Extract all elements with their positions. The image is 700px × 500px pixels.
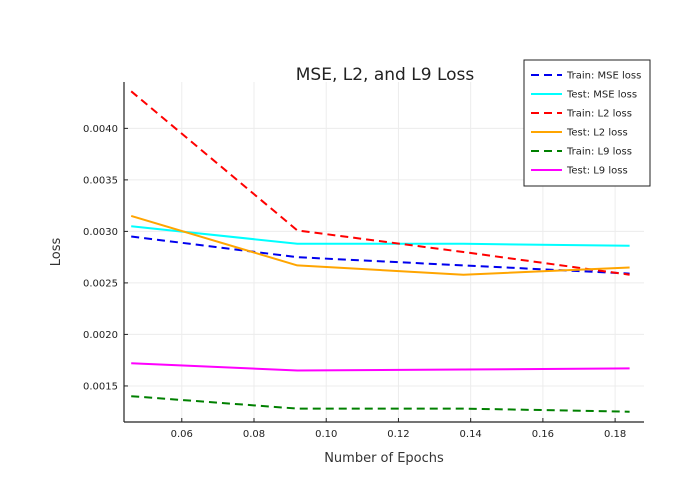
y-tick-label: 0.0020 <box>83 330 118 341</box>
series-line-2 <box>131 225 630 247</box>
legend-entry-label: Test: L2 loss <box>566 128 628 139</box>
y-tick-label: 0.0040 <box>83 124 118 135</box>
x-tick-label: 0.08 <box>243 429 265 440</box>
legend: Train: MSE loss Test: MSE loss Train: L2 l… <box>523 59 651 187</box>
y-tick-label: 0.0035 <box>83 175 118 186</box>
legend-entry-label: Train: MSE loss <box>566 71 641 82</box>
legend-entry-label: Test: MSE loss <box>566 90 637 101</box>
x-tick-label: 0.16 <box>532 429 554 440</box>
x-tick-label: 0.10 <box>315 429 337 440</box>
legend-box <box>523 59 651 187</box>
x-tick-label: 0.14 <box>460 429 482 440</box>
legend-entry-label: Train: L2 loss <box>566 109 632 120</box>
tick-labels: 0.06 0.08 0.10 0.12 0.14 0.16 0.18 0.0015 0.0020… <box>83 124 626 440</box>
series-line-1 <box>131 235 630 275</box>
series-line-4 <box>130 214 630 276</box>
series-line-5 <box>131 395 630 413</box>
series-line-6 <box>131 362 630 372</box>
x-tick-label: 0.06 <box>171 429 193 440</box>
y-tick-label: 0.0015 <box>83 381 118 392</box>
legend-entry-label: Test: L9 loss <box>566 166 628 177</box>
y-tick-label: 0.0025 <box>83 278 118 289</box>
chart-title: MSE, L2, and L9 Loss <box>296 65 475 85</box>
x-tick-label: 0.18 <box>604 429 626 440</box>
y-tick-label: 0.0030 <box>83 227 118 238</box>
legend-entry-label: Train: L9 loss <box>566 147 632 158</box>
x-tick-label: 0.12 <box>387 429 409 440</box>
series-lines <box>130 90 630 413</box>
x-axis-label: Number of Epochs <box>324 451 444 466</box>
series-line-3 <box>130 90 630 276</box>
axes <box>123 82 644 423</box>
y-axis-label: Loss <box>49 238 64 267</box>
